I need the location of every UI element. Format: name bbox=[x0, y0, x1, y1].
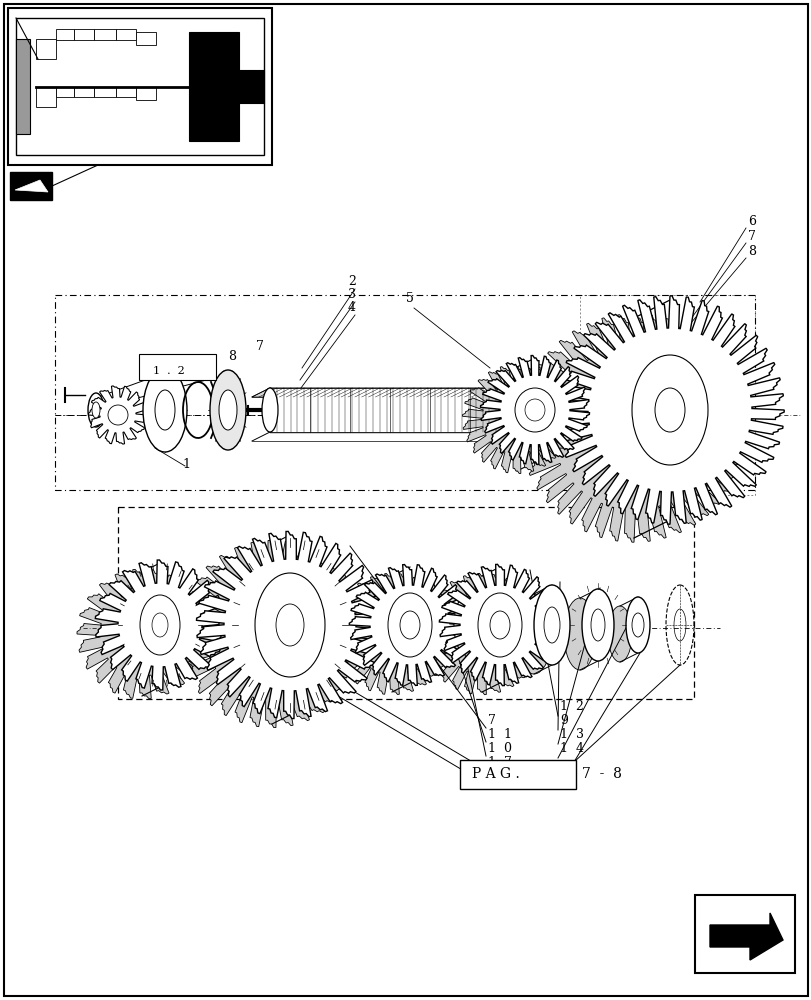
Polygon shape bbox=[178, 540, 365, 728]
Ellipse shape bbox=[108, 405, 128, 425]
Bar bbox=[16, 39, 30, 134]
Text: 4: 4 bbox=[348, 301, 355, 314]
Polygon shape bbox=[480, 355, 589, 465]
Polygon shape bbox=[88, 386, 148, 444]
Ellipse shape bbox=[155, 390, 175, 430]
Text: 3: 3 bbox=[348, 288, 355, 301]
Bar bbox=[56, 29, 74, 40]
Polygon shape bbox=[709, 913, 782, 960]
Bar bbox=[579, 295, 754, 495]
Polygon shape bbox=[331, 574, 453, 694]
Ellipse shape bbox=[219, 390, 237, 430]
Text: 2: 2 bbox=[348, 275, 355, 288]
Ellipse shape bbox=[489, 611, 509, 639]
Ellipse shape bbox=[590, 609, 604, 641]
Ellipse shape bbox=[453, 600, 470, 650]
Bar bbox=[238, 70, 264, 103]
Ellipse shape bbox=[388, 593, 431, 657]
Polygon shape bbox=[462, 364, 571, 474]
Bar bbox=[118, 507, 693, 699]
Polygon shape bbox=[15, 180, 48, 192]
Polygon shape bbox=[439, 564, 560, 686]
Bar bbox=[36, 87, 56, 107]
Polygon shape bbox=[95, 560, 225, 690]
Text: 1  1: 1 1 bbox=[487, 728, 512, 741]
Text: P A G .: P A G . bbox=[471, 767, 519, 781]
Ellipse shape bbox=[631, 355, 707, 465]
FancyBboxPatch shape bbox=[460, 760, 575, 789]
Text: 1  .  2: 1 . 2 bbox=[152, 366, 185, 376]
Text: 9: 9 bbox=[560, 714, 567, 727]
Ellipse shape bbox=[514, 388, 554, 432]
Text: 1: 1 bbox=[182, 458, 190, 471]
Ellipse shape bbox=[515, 594, 551, 674]
Polygon shape bbox=[77, 569, 207, 699]
Polygon shape bbox=[196, 531, 383, 719]
Bar bbox=[74, 29, 94, 40]
Polygon shape bbox=[421, 573, 542, 695]
Text: 7: 7 bbox=[487, 714, 496, 727]
Ellipse shape bbox=[210, 370, 246, 450]
Text: 7: 7 bbox=[255, 340, 264, 353]
Text: 7: 7 bbox=[747, 230, 755, 243]
Ellipse shape bbox=[525, 399, 544, 421]
Ellipse shape bbox=[143, 368, 187, 452]
Polygon shape bbox=[349, 565, 470, 685]
Bar bbox=[694, 895, 794, 973]
Text: 8: 8 bbox=[228, 350, 236, 363]
Polygon shape bbox=[270, 388, 509, 432]
Text: 8: 8 bbox=[747, 245, 755, 258]
Ellipse shape bbox=[654, 388, 684, 432]
Ellipse shape bbox=[581, 589, 613, 661]
Bar bbox=[116, 87, 135, 97]
Bar bbox=[189, 32, 238, 141]
Text: 5: 5 bbox=[406, 292, 414, 305]
Polygon shape bbox=[519, 314, 747, 542]
Text: 1  7: 1 7 bbox=[487, 756, 511, 769]
Ellipse shape bbox=[152, 613, 168, 637]
Bar bbox=[74, 87, 94, 97]
Text: 6: 6 bbox=[747, 215, 755, 228]
Polygon shape bbox=[251, 388, 509, 397]
Ellipse shape bbox=[139, 595, 180, 655]
Ellipse shape bbox=[534, 585, 569, 665]
Bar bbox=[94, 29, 116, 40]
Bar bbox=[36, 39, 56, 59]
Bar bbox=[135, 32, 156, 45]
Text: 1  0: 1 0 bbox=[487, 742, 512, 755]
Ellipse shape bbox=[564, 598, 595, 670]
Ellipse shape bbox=[625, 597, 649, 653]
Bar bbox=[10, 172, 52, 200]
Ellipse shape bbox=[255, 573, 324, 677]
Text: 7  -  8: 7 - 8 bbox=[581, 767, 621, 781]
FancyBboxPatch shape bbox=[139, 354, 216, 380]
Ellipse shape bbox=[92, 402, 100, 418]
Polygon shape bbox=[555, 296, 783, 524]
Bar bbox=[16, 18, 264, 155]
Ellipse shape bbox=[276, 604, 303, 646]
Bar bbox=[8, 8, 272, 165]
Ellipse shape bbox=[543, 607, 560, 643]
Ellipse shape bbox=[400, 611, 419, 639]
Text: 1  4: 1 4 bbox=[560, 742, 583, 755]
Ellipse shape bbox=[631, 613, 643, 637]
Bar bbox=[56, 87, 74, 97]
Ellipse shape bbox=[262, 388, 277, 432]
Bar bbox=[116, 29, 135, 40]
Bar bbox=[135, 87, 156, 100]
Ellipse shape bbox=[88, 393, 104, 427]
Ellipse shape bbox=[607, 606, 631, 662]
Text: 9: 9 bbox=[487, 770, 496, 783]
Ellipse shape bbox=[478, 593, 521, 657]
Text: 1  2: 1 2 bbox=[560, 700, 583, 713]
Text: 1  3: 1 3 bbox=[560, 728, 583, 741]
Bar bbox=[94, 87, 116, 97]
